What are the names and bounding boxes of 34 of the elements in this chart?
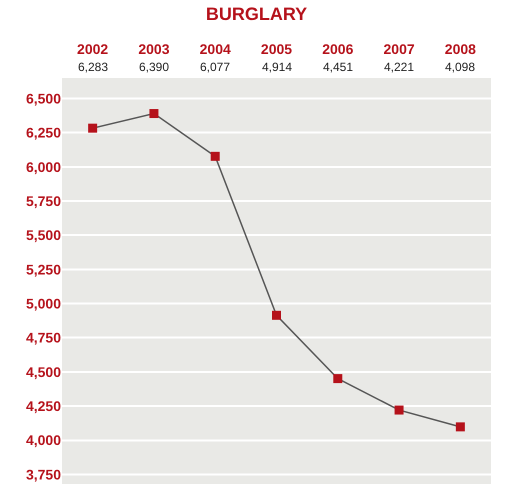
y-tick-label: 3,750	[26, 466, 62, 482]
point	[88, 124, 98, 133]
point	[210, 152, 220, 161]
point	[149, 109, 158, 118]
text: 4,451	[323, 60, 354, 74]
y-tick-label: 5,750	[26, 192, 62, 209]
point	[456, 422, 465, 432]
text: 4,914	[262, 60, 292, 74]
x-tick-label: 2005	[260, 41, 292, 58]
x-tick-label: 2004	[200, 41, 231, 58]
text: 4,098	[445, 60, 476, 74]
x-tick-label: 2002	[77, 41, 108, 58]
x-tick-label: 2003	[138, 41, 170, 58]
y-tick-label: 6,000	[26, 158, 62, 175]
point	[333, 374, 342, 384]
y-tick-label: 5,000	[26, 295, 62, 312]
x-tick-label: 2006	[322, 41, 354, 58]
y-tick-label: 6,500	[26, 90, 62, 106]
y-tick-label: 5,500	[26, 227, 62, 244]
y-tick-label: 4,000	[26, 432, 62, 448]
text: 4,221	[384, 60, 414, 74]
x-tick-label: 2008	[444, 41, 476, 58]
chart-title: BURGLARY	[206, 4, 308, 24]
y-tick-label: 6,250	[26, 124, 62, 141]
text: 6,283	[78, 60, 108, 74]
y-tick-label: 4,750	[26, 330, 62, 346]
point	[394, 406, 404, 415]
text: 6,077	[200, 60, 230, 74]
y-tick-label: 4,500	[26, 364, 62, 380]
text: 6,390	[139, 60, 170, 74]
x-tick-label: 2007	[383, 41, 415, 58]
y-tick-label: 5,250	[26, 261, 62, 278]
y-tick-label: 4,250	[26, 398, 62, 414]
point	[272, 310, 281, 320]
